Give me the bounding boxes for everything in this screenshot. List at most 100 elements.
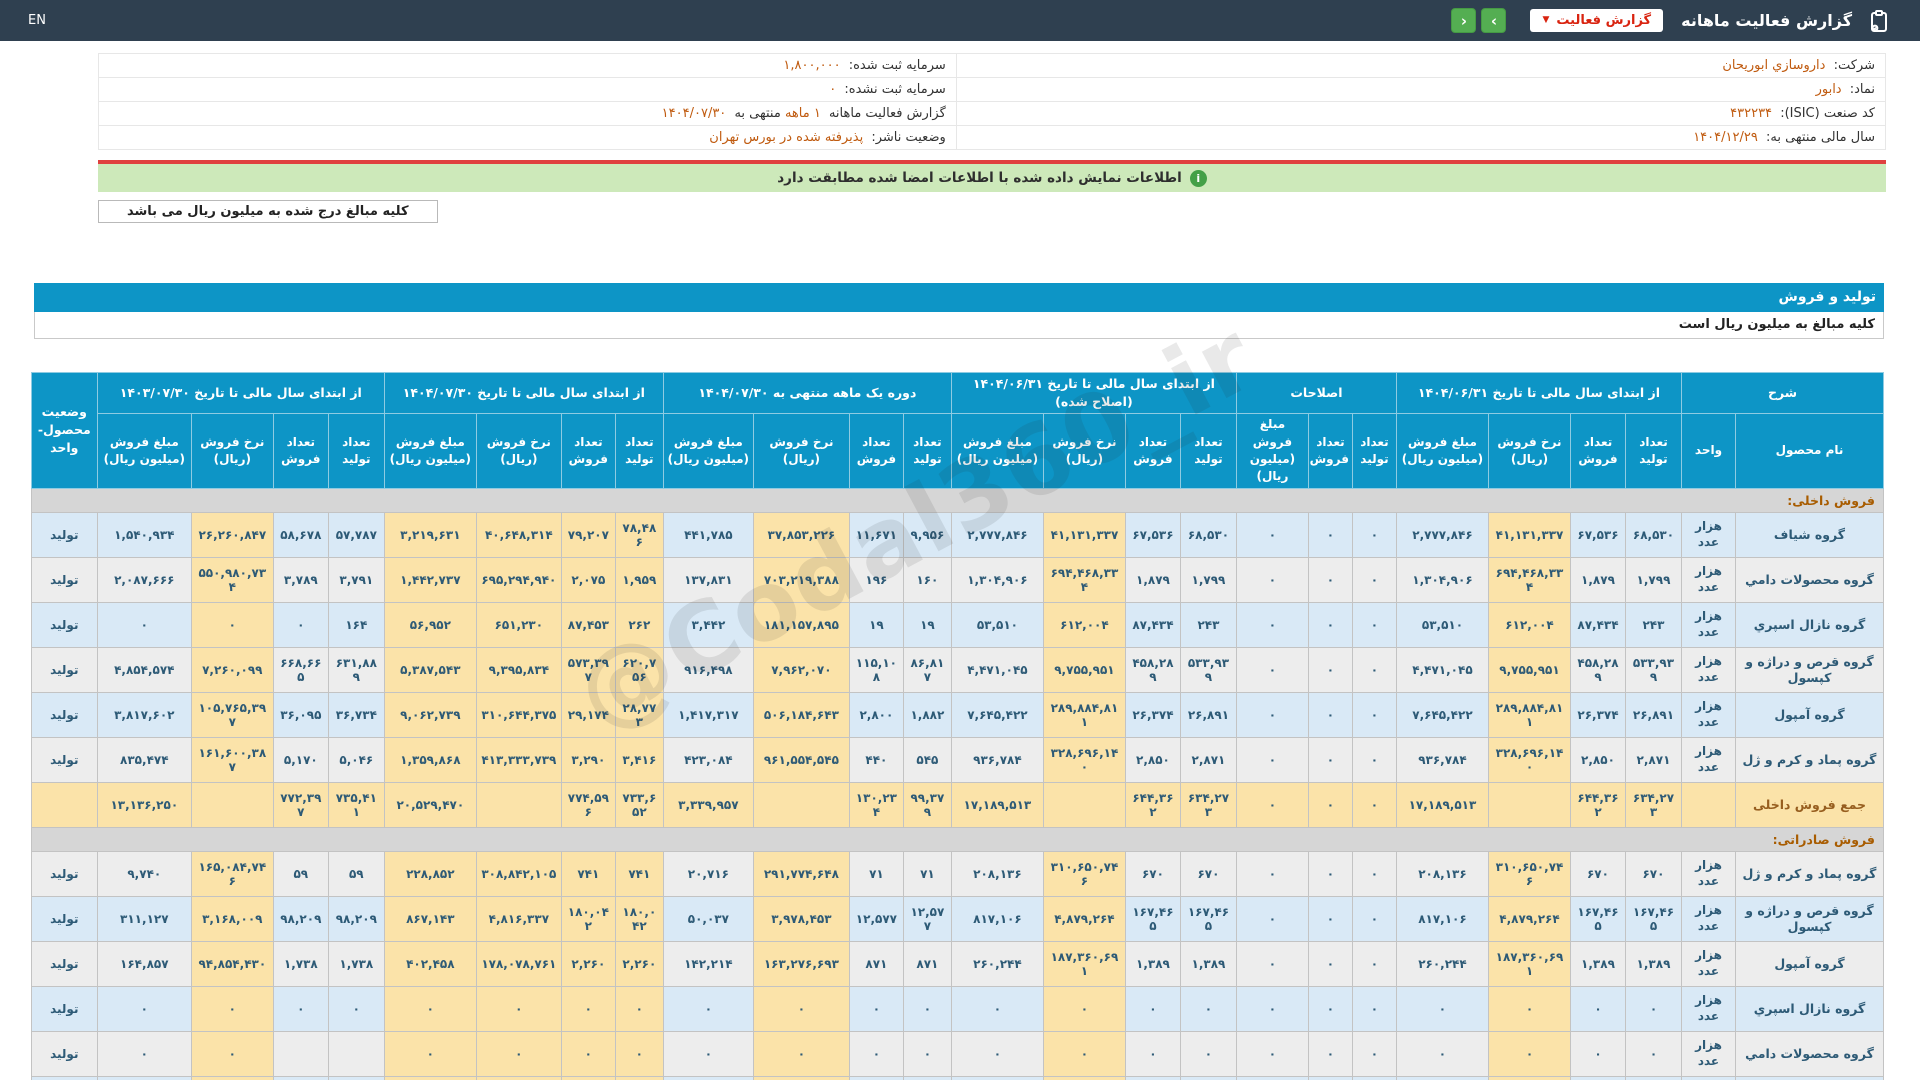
cell-g1-amount: ۱,۳۰۴,۹۰۶ <box>1395 556 1489 603</box>
cell-ytd-amount: ۵۶,۹۵۲ <box>383 601 477 648</box>
cell-g3-sold: ۶۷۰ <box>1124 850 1181 897</box>
cell-g1-produced: ۶۸,۵۳۰ <box>1624 511 1682 558</box>
cell-g1-sold: ۸۷,۴۳۴ <box>1569 601 1626 648</box>
publisher-status-label: وضعیت ناشر: <box>871 130 946 145</box>
product-row: گروه نازال اسپري هزار عدد ۰ ۰ ۰ ۰ ۰ ۰ ۰ ۰ ۰ ۰ ۰ ۰ ۰ ۰ ۰ ۰… <box>30 985 1884 1032</box>
cell-month-rate: ۳,۹۷۸,۴۵۳ <box>752 895 850 942</box>
cell-ytd-sold: ۱۸۰,۰۴۲ <box>560 895 616 942</box>
cell-g3-produced: ۶۳۴,۲۷۳ <box>1179 781 1237 828</box>
cell-g1-amount: ۲۰۸,۱۳۶ <box>1395 850 1489 897</box>
cell-status: تولید <box>30 511 98 558</box>
product-row: گروه محصولات دامي هزار عدد ۱,۷۹۹ ۱,۸۷۹ ۶۹۴,۴… <box>30 556 1884 603</box>
cell-prev-rate: ۱۶۱,۶۰۰,۳۸۷ <box>190 736 274 783</box>
cell-prev-sold: ۳,۷۸۹ <box>272 556 329 603</box>
cell-g3-produced: ۱,۳۸۹ <box>1179 940 1237 987</box>
cell-ytd-produced: ۷۴۱ <box>614 850 664 897</box>
cell-status: تولید <box>30 646 98 693</box>
cell-ytd-rate: ۳۱۰,۶۴۴,۳۷۵ <box>475 691 562 738</box>
info-row: نماد: دابور سرمایه ثبت نشده: ۰ <box>98 77 1887 102</box>
col-group-5: از ابتدای سال مالی تا تاریخ ۱۴۰۳/۰۷/۳۰ <box>96 371 385 415</box>
cell-ytd-rate: ۶۹۵,۲۹۴,۹۴۰ <box>475 556 562 603</box>
registered-capital-value: ۱,۸۰۰,۰۰۰ <box>783 58 841 73</box>
cell-ytd-sold: ۰ <box>560 985 616 1032</box>
language-toggle[interactable]: EN <box>28 13 46 28</box>
cell-status: تولید <box>30 940 98 987</box>
col-group-0: از ابتدای سال مالی تا تاریخ ۱۴۰۴/۰۶/۳۱ <box>1395 371 1682 415</box>
cell-month-produced: ۷۱ <box>902 850 952 897</box>
cell-adj-sold: ۰ <box>1307 1075 1353 1080</box>
cell-g1-amount: ۴,۴۷۱,۰۴۵ <box>1395 646 1489 693</box>
nav-next-button[interactable]: › <box>1481 8 1507 33</box>
cell-ytd-produced: ۰ <box>614 1030 664 1077</box>
cell-g3-sold: ۱۶۷,۴۶۵ <box>1124 895 1181 942</box>
col-sub-1-2: مبلغ فروش (میلیون ریال) <box>1235 413 1309 489</box>
cell-g3-rate: ۲۸۹,۸۸۴,۸۱۱ <box>1042 691 1126 738</box>
cell-ytd-produced: ۲,۲۶۰ <box>614 940 664 987</box>
cell-g3-rate: ۵۳,۳۰۰,۶۱۸ <box>1042 1075 1126 1080</box>
col-sub-5-2: نرخ فروش (ریال) <box>190 413 274 489</box>
cell-g3-amount: ۲۰۸,۱۳۶ <box>950 850 1044 897</box>
col-sub-3-2: نرخ فروش (ریال) <box>752 413 850 489</box>
col-sub-3-0: تعداد تولید <box>902 413 952 489</box>
cell-adj-produced: ۰ <box>1351 646 1397 693</box>
cell-adj-amount: ۰ <box>1235 511 1309 558</box>
cell-ytd-rate: ۴۱۳,۳۳۳,۷۳۹ <box>475 736 562 783</box>
company-label: شرکت: <box>1833 58 1875 73</box>
cell-month-sold: ۴۴۰ <box>848 736 904 783</box>
cell-g3-rate: ۶۹۴,۴۶۸,۳۳۴ <box>1042 556 1126 603</box>
cell-g3-sold: ۲۶,۳۷۴ <box>1124 691 1181 738</box>
cell-month-rate: ۷۰۳,۲۱۹,۳۸۸ <box>752 556 850 603</box>
nav-prev-button[interactable]: ‹ <box>1451 8 1477 33</box>
cell-prev-produced: ۵۷,۷۸۷ <box>327 511 385 558</box>
cell-product-name: گروه محصولات دامي <box>1735 556 1884 603</box>
report-type-dropdown[interactable]: گزارش فعالیت ▼ <box>1530 9 1664 32</box>
cell-g1-sold: ۶۴۴,۳۶۲ <box>1569 781 1626 828</box>
cell-adj-sold: ۰ <box>1307 940 1353 987</box>
cell-g1-rate: ۰ <box>1487 985 1571 1032</box>
cell-ytd-produced: ۱,۹۵۹ <box>614 556 664 603</box>
cell-adj-sold: ۰ <box>1307 850 1353 897</box>
cell-prev-sold: ۵۸,۶۷۸ <box>272 511 329 558</box>
cell-prev-rate: ۰ <box>190 1030 274 1077</box>
cell-ytd-sold: ۰ <box>560 1030 616 1077</box>
cell-adj-sold: ۰ <box>1307 646 1353 693</box>
cell-month-rate: ۳۷,۸۵۳,۲۲۶ <box>752 511 850 558</box>
cell-prev-amount: ۹,۷۴۰ <box>96 850 192 897</box>
cell-month-produced: ۸۷۱ <box>902 940 952 987</box>
cell-month-amount: ۳,۴۴۲ <box>662 601 754 648</box>
cell-g3-amount: ۰ <box>950 1030 1044 1077</box>
cell-g1-amount: ۰ <box>1395 1030 1489 1077</box>
cell-unit: هزار عدد <box>1680 940 1737 987</box>
col-group-4: از ابتدای سال مالی تا تاریخ ۱۴۰۴/۰۷/۳۰ <box>383 371 664 415</box>
cell-product-name: جمع فروش داخلی <box>1735 781 1884 828</box>
cell-ytd-sold: ۷۷۴,۵۹۶ <box>560 781 616 828</box>
cell-adj-sold: ۰ <box>1307 511 1353 558</box>
unregistered-capital-label: سرمایه ثبت نشده: <box>844 82 946 97</box>
cell-product-name: گروه قرص و دراژه و کپسول <box>1735 895 1884 942</box>
cell-month-rate: ۱۶۳,۲۷۶,۶۹۳ <box>752 940 850 987</box>
col-sub-2-0: تعداد تولید <box>1179 413 1237 489</box>
cell-month-produced: ۱۹ <box>902 601 952 648</box>
col-sub-0-3: مبلغ فروش (میلیون ریال) <box>1395 413 1489 489</box>
cell-month-amount: ۰ <box>662 985 754 1032</box>
cell-prev-rate <box>190 781 274 828</box>
cell-product-name: گروه شیاف <box>1735 1075 1884 1080</box>
cell-month-sold: ۱۳۰,۲۳۴ <box>848 781 904 828</box>
red-divider <box>98 160 1886 164</box>
cell-g3-produced: ۲۶,۸۹۱ <box>1179 691 1237 738</box>
cell-prev-produced: ۱۶۴ <box>327 601 385 648</box>
cell-g1-sold: ۰ <box>1569 1030 1626 1077</box>
cell-g1-amount: ۸۱۷,۱۰۶ <box>1395 895 1489 942</box>
cell-g3-amount: ۴,۴۷۱,۰۴۵ <box>950 646 1044 693</box>
cell-g3-sold: ۸۷,۴۳۴ <box>1124 601 1181 648</box>
cell-g1-rate: ۲۸۹,۸۸۴,۸۱۱ <box>1487 691 1571 738</box>
cell-g1-produced: ۱۶۷,۴۶۵ <box>1624 895 1682 942</box>
col-product-name: نام محصول <box>1735 413 1884 489</box>
section-row: فروش صادراتی: <box>30 826 1885 852</box>
registered-capital-label: سرمایه ثبت شده: <box>848 58 946 73</box>
cell-month-amount: ۱,۴۱۷,۳۱۷ <box>662 691 754 738</box>
col-status-header: وضعیت محصول-واحد <box>30 372 98 489</box>
cell-prev-sold: ۵,۱۷۰ <box>272 736 329 783</box>
cell-g1-produced: ۰ <box>1624 985 1682 1032</box>
cell-g3-amount: ۱۷,۱۸۹,۵۱۳ <box>950 781 1044 828</box>
